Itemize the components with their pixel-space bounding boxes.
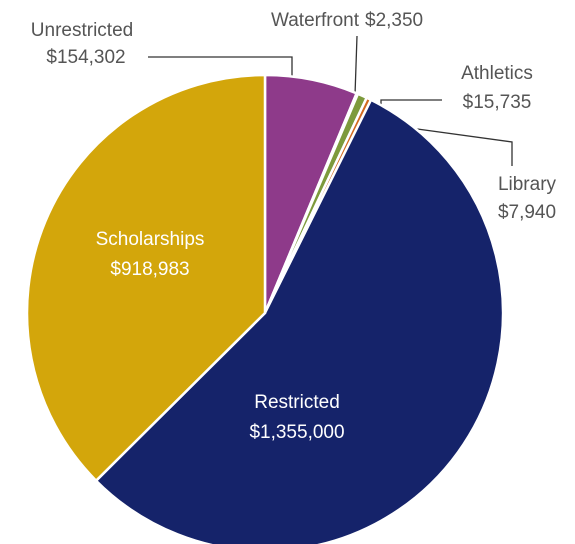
value-label: $2,350 — [365, 10, 423, 31]
pie-slice — [94, 98, 505, 544]
value-label: $154,302 — [46, 47, 125, 68]
leader-line — [354, 35, 358, 96]
slice-label: Library — [498, 174, 557, 195]
slice-label: Athletics — [461, 63, 533, 84]
slice-label: Unrestricted — [31, 20, 133, 41]
slice-label: Scholarships — [96, 229, 205, 250]
value-label: $1,355,000 — [249, 422, 344, 443]
leader-line — [409, 127, 513, 166]
value-label: $7,940 — [498, 202, 556, 223]
pie-slice — [25, 73, 267, 483]
slice-label: Restricted — [254, 392, 340, 413]
value-label: $918,983 — [110, 259, 189, 280]
slice-label: Waterfront — [271, 10, 360, 31]
value-label: $15,735 — [463, 92, 532, 113]
